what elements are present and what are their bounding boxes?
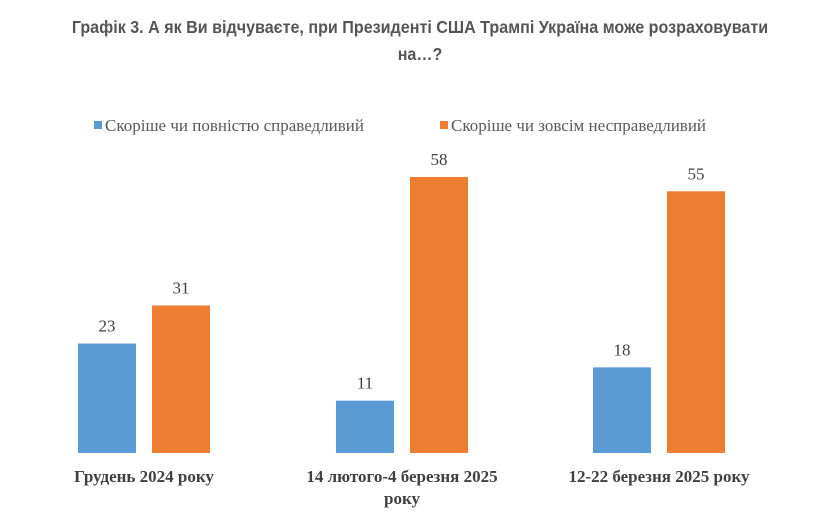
legend-swatch-0 bbox=[94, 121, 102, 129]
bar-1-2 bbox=[667, 191, 725, 453]
bar-1-1 bbox=[410, 177, 468, 453]
category-label-1: 14 лютого-4 березня 2025 bbox=[306, 467, 497, 486]
data-label-0-2: 18 bbox=[614, 340, 631, 359]
data-label-0-0: 23 bbox=[99, 317, 116, 336]
category-label-2: 12-22 березня 2025 року bbox=[568, 467, 750, 486]
data-label-1-0: 31 bbox=[173, 278, 190, 297]
bar-0-1 bbox=[336, 400, 394, 453]
bar-1-0 bbox=[152, 305, 210, 453]
bar-0-2 bbox=[593, 367, 651, 453]
bar-0-0 bbox=[78, 343, 136, 453]
legend-label-1: Скоріше чи зовсім несправедливий bbox=[451, 116, 706, 135]
data-label-1-2: 55 bbox=[688, 164, 705, 183]
data-label-1-1: 58 bbox=[431, 150, 448, 169]
category-label-0: Грудень 2024 року bbox=[74, 467, 214, 486]
data-label-0-1: 11 bbox=[357, 374, 373, 393]
legend-swatch-1 bbox=[440, 121, 448, 129]
legend-label-0: Скоріше чи повністю справедливий bbox=[105, 116, 364, 135]
chart-title: Графік 3. А як Ви відчуваєте, при Презид… bbox=[71, 17, 769, 64]
category-label-1: року bbox=[384, 489, 421, 508]
